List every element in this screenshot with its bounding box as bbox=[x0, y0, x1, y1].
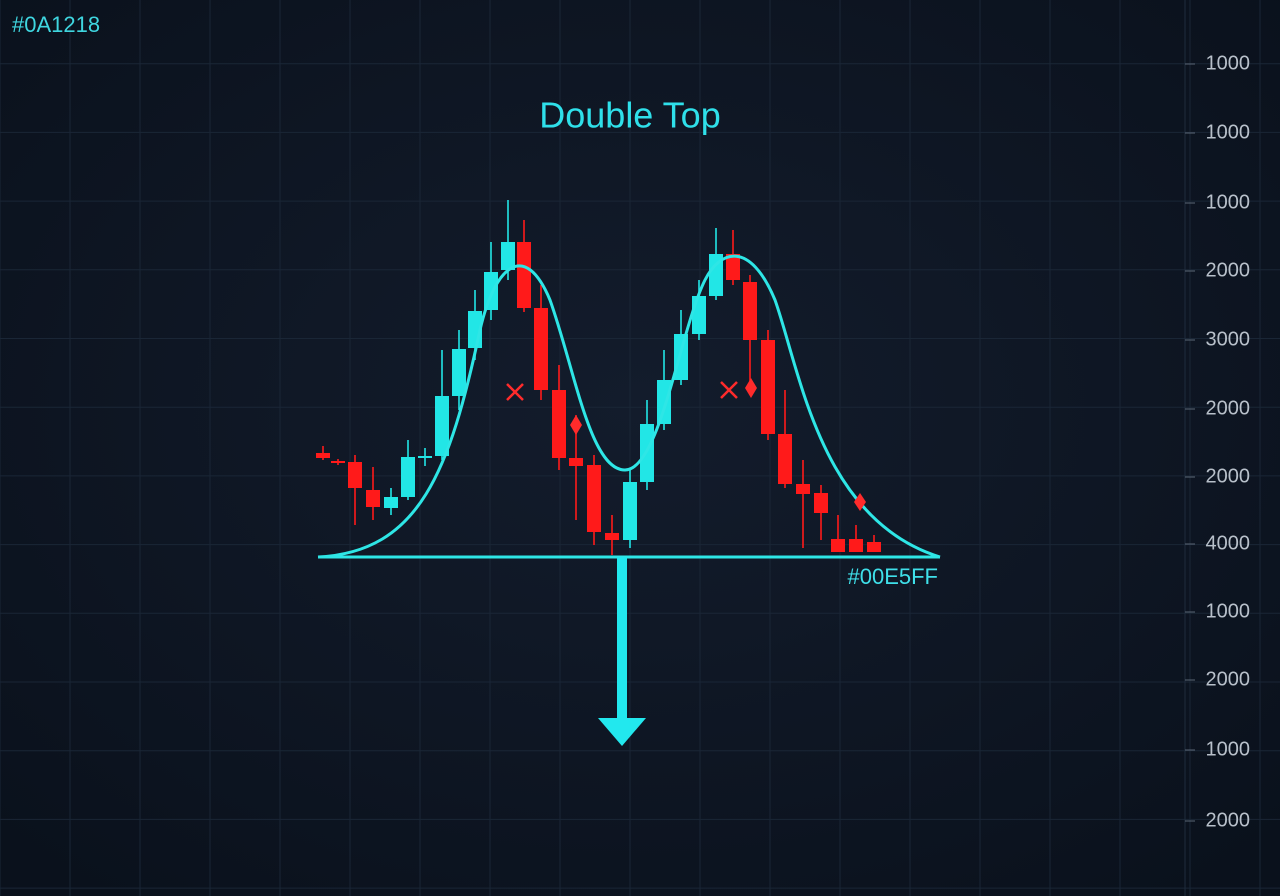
candle-body bbox=[743, 282, 757, 340]
candle-body bbox=[348, 462, 362, 488]
candle-body bbox=[552, 390, 566, 458]
candle-body bbox=[623, 482, 637, 540]
axis-label: 1000 bbox=[1206, 121, 1251, 143]
price-axis: 1000 1000 1000 2000 3000 2000 2000 4000 1000 2000… bbox=[1185, 52, 1250, 831]
arrow-head bbox=[598, 718, 646, 746]
diamonds bbox=[570, 378, 866, 511]
markers bbox=[506, 381, 738, 401]
candle-body bbox=[435, 396, 449, 456]
candle-body bbox=[726, 254, 740, 280]
candle-body bbox=[534, 308, 548, 390]
candle-body bbox=[501, 242, 515, 270]
candle-body bbox=[366, 490, 380, 507]
neckline-label: #00E5FF bbox=[848, 564, 939, 589]
cross-marker bbox=[506, 383, 524, 401]
cross-marker bbox=[720, 381, 738, 399]
candle-body bbox=[418, 456, 432, 458]
axis-label: 3000 bbox=[1206, 328, 1251, 350]
axis-label: 2000 bbox=[1206, 259, 1251, 281]
candle-body bbox=[814, 493, 828, 513]
axis-label: 4000 bbox=[1206, 532, 1251, 554]
diamond-marker bbox=[854, 493, 866, 511]
axis-label: 1000 bbox=[1206, 52, 1251, 74]
arrow-shaft bbox=[617, 557, 627, 722]
pattern-curve bbox=[317, 254, 941, 559]
candle-body bbox=[452, 349, 466, 396]
candle-body bbox=[605, 533, 619, 540]
candle-body bbox=[692, 296, 706, 334]
candle-body bbox=[587, 465, 601, 532]
axis-label: 2000 bbox=[1206, 465, 1251, 487]
candle-body bbox=[569, 458, 583, 466]
axis-label: 2000 bbox=[1206, 668, 1251, 690]
candle-body bbox=[331, 461, 345, 463]
candle-body bbox=[384, 497, 398, 508]
candle-body bbox=[316, 453, 330, 458]
diamond-marker bbox=[570, 415, 582, 435]
candle-body bbox=[867, 542, 881, 552]
title: Double Top bbox=[539, 95, 720, 136]
candle-body bbox=[849, 539, 863, 552]
axis-label: 1000 bbox=[1206, 600, 1251, 622]
candle-body bbox=[657, 380, 671, 424]
candle-body bbox=[778, 434, 792, 484]
candle-body bbox=[709, 254, 723, 296]
axis-label: 1000 bbox=[1206, 191, 1251, 213]
candle-body bbox=[796, 484, 810, 494]
diamond-marker bbox=[745, 378, 757, 398]
candle-body bbox=[517, 242, 531, 308]
axis-label: 2000 bbox=[1206, 809, 1251, 831]
candle-body bbox=[761, 340, 775, 434]
candle-body bbox=[831, 539, 845, 552]
axis-label: 1000 bbox=[1206, 738, 1251, 760]
candle-body bbox=[401, 457, 415, 497]
axis-label: 2000 bbox=[1206, 397, 1251, 419]
corner-label: #0A1218 bbox=[12, 12, 100, 37]
